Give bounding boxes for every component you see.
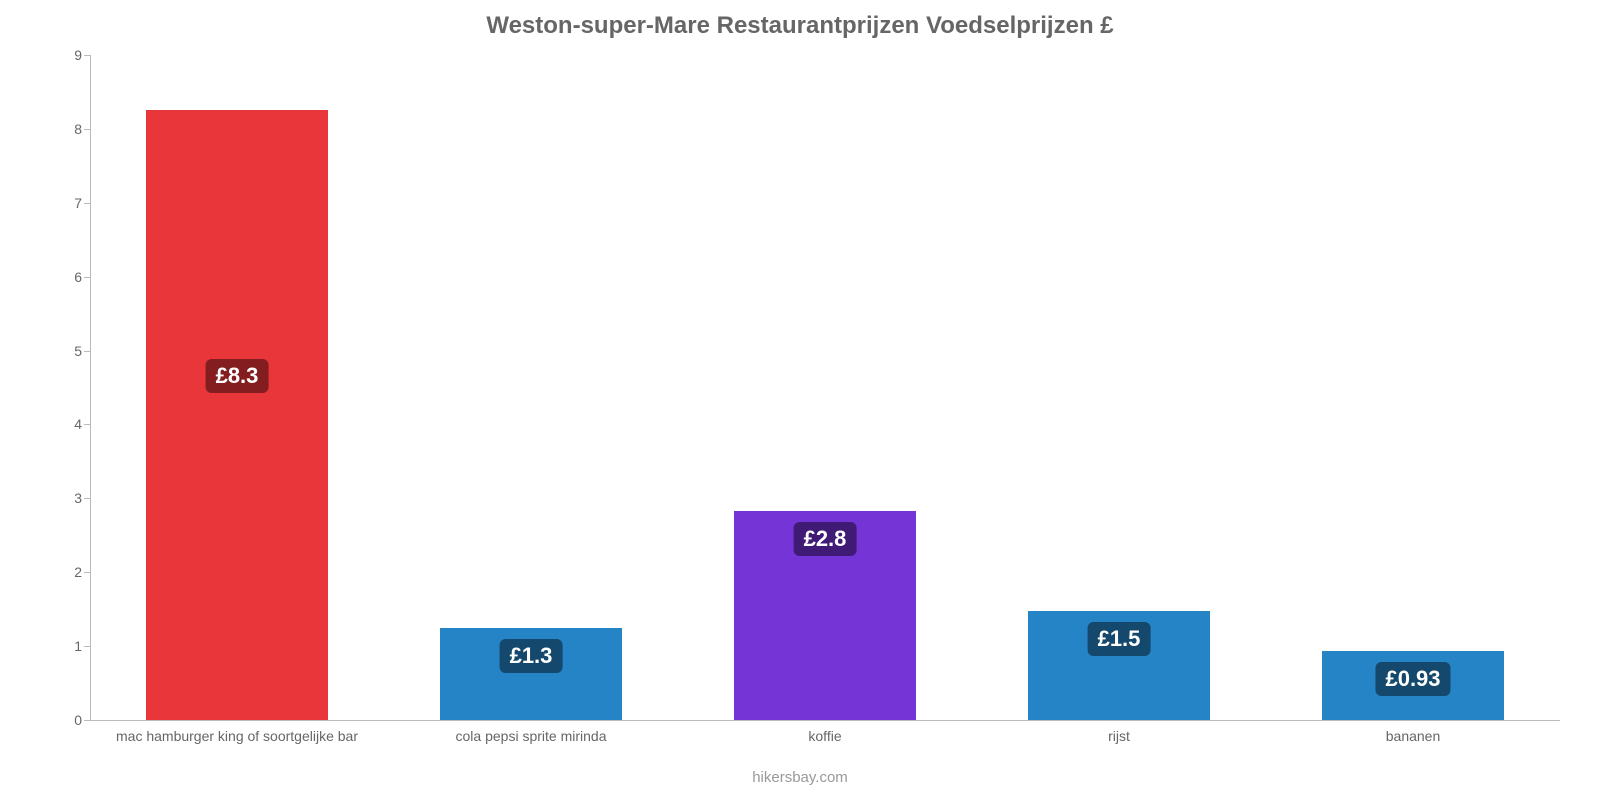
y-tick-mark — [84, 203, 90, 204]
y-tick-mark — [84, 55, 90, 56]
y-tick-mark — [84, 424, 90, 425]
chart-title: Weston-super-Mare Restaurantprijzen Voed… — [0, 0, 1600, 40]
x-category-label: cola pepsi sprite mirinda — [456, 728, 607, 744]
value-badge: £8.3 — [206, 359, 269, 393]
value-badge: £2.8 — [794, 522, 857, 556]
x-category-label: koffie — [808, 728, 841, 744]
chart-plot-area: 0123456789mac hamburger king of soortgel… — [90, 55, 1560, 720]
y-tick-mark — [84, 498, 90, 499]
value-badge: £1.5 — [1088, 622, 1151, 656]
y-tick-mark — [84, 351, 90, 352]
y-tick-mark — [84, 129, 90, 130]
x-category-label: rijst — [1108, 728, 1130, 744]
y-tick-mark — [84, 277, 90, 278]
bar — [146, 110, 328, 720]
value-badge: £0.93 — [1375, 662, 1450, 696]
y-tick-mark — [84, 646, 90, 647]
attribution-text: hikersbay.com — [0, 769, 1600, 786]
y-axis-line — [90, 55, 91, 720]
x-axis-line — [90, 720, 1560, 721]
y-tick-mark — [84, 720, 90, 721]
x-category-label: bananen — [1386, 728, 1441, 744]
x-category-label: mac hamburger king of soortgelijke bar — [116, 728, 358, 744]
value-badge: £1.3 — [500, 639, 563, 673]
y-tick-mark — [84, 572, 90, 573]
